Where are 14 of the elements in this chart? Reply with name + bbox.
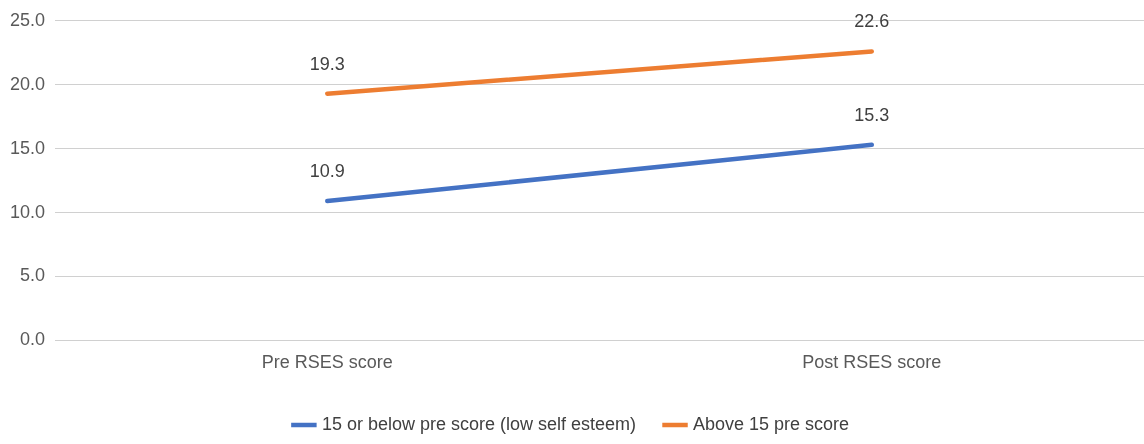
y-tick-label: 0.0 xyxy=(20,329,46,350)
data-label: 22.6 xyxy=(854,11,890,32)
y-tick-label: 25.0 xyxy=(9,9,46,30)
y-tick-label: 15.0 xyxy=(9,137,46,158)
y-tick-label: 20.0 xyxy=(9,73,46,94)
data-label: 15.3 xyxy=(854,104,890,125)
y-tick-label: 10.0 xyxy=(9,201,46,222)
y-tick-label: 5.0 xyxy=(20,265,46,286)
x-tick-label: Post RSES score xyxy=(802,352,942,373)
data-label: 19.3 xyxy=(309,53,345,74)
x-tick-label: Pre RSES score xyxy=(261,352,393,373)
legend-label: Above 15 pre score xyxy=(693,413,850,434)
legend-label: 15 or below pre score (low self esteem) xyxy=(321,413,637,434)
data-label: 10.9 xyxy=(309,161,345,182)
